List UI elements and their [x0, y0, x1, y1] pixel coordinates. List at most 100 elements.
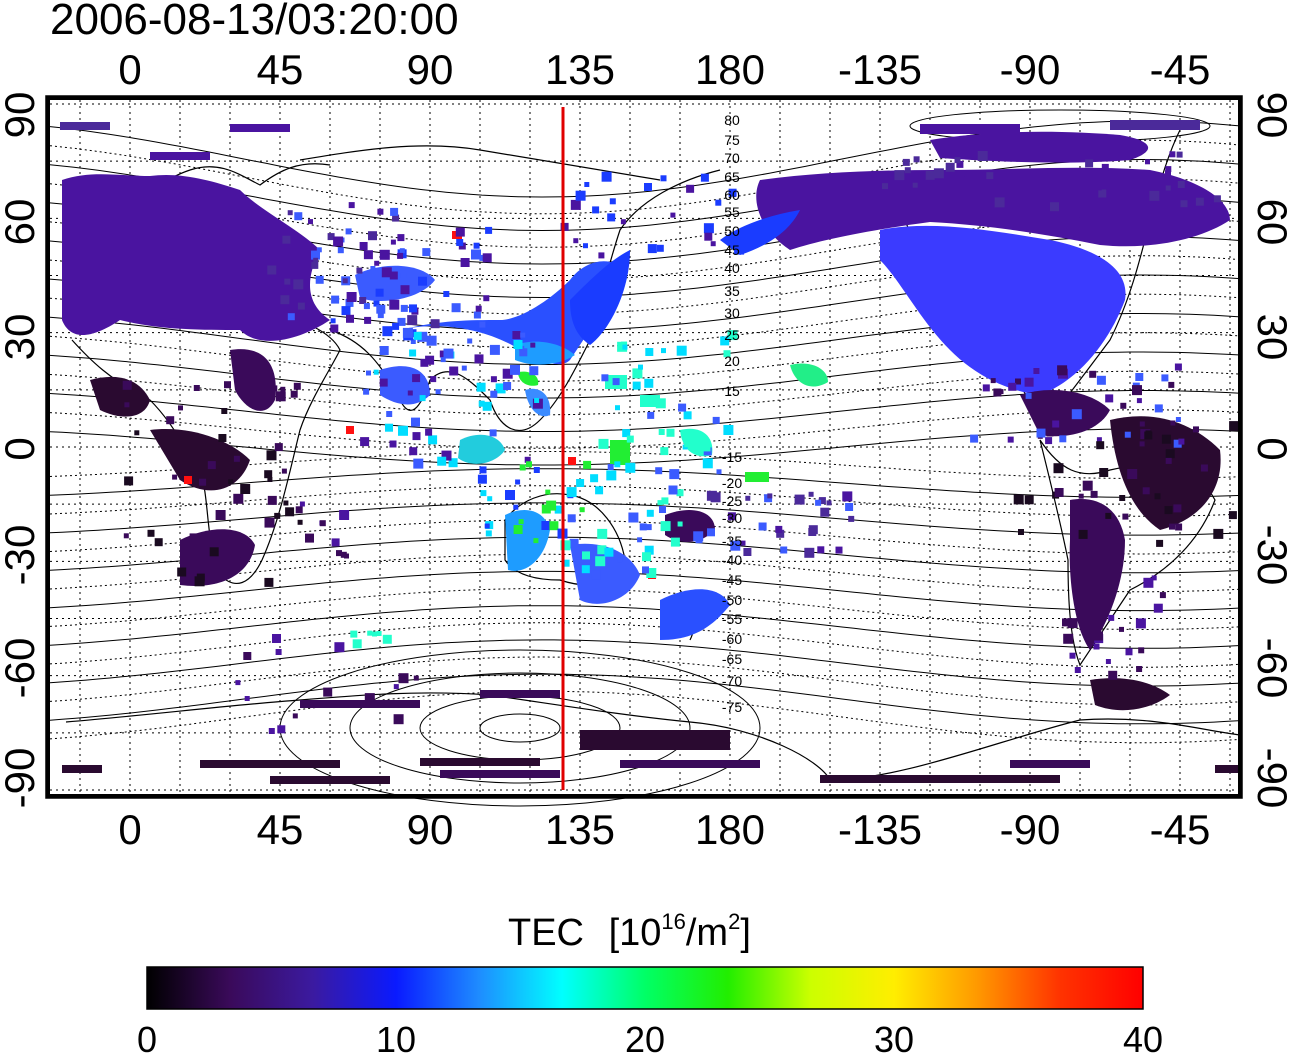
bottom-lon-label: 0: [118, 806, 141, 853]
bottom-lon-label: -135: [838, 806, 922, 853]
colorbar-tick-label: 0: [137, 1019, 157, 1057]
tec-region-antarctic-1: [200, 760, 340, 768]
contour-value-label: 80: [724, 112, 740, 128]
tec-region-antarctic-9: [62, 765, 102, 773]
top-lon-label: 0: [118, 46, 141, 93]
left-lat-label: 60: [0, 199, 43, 246]
contour-value-label: -20: [722, 475, 742, 491]
contour-value-label: 50: [724, 223, 740, 239]
colorbar-label: TEC [1016/m2]: [508, 909, 751, 954]
tec-region-south-america-north: [1110, 416, 1221, 530]
coastline-south-america: [1039, 439, 1216, 667]
tec-region-africa-2: [150, 429, 250, 491]
tec-hotspot-3: [184, 476, 192, 484]
contour-value-label: 45: [724, 242, 740, 258]
tec-region-greenland: [930, 131, 1149, 163]
tec-region-africa: [90, 376, 150, 417]
tec-region-newzealand: [660, 589, 730, 640]
colorbar-tick-label: 10: [376, 1019, 416, 1057]
tec-hotspot-2: [346, 426, 354, 434]
tec-region-antarctic-7: [1010, 760, 1090, 768]
tec-region-hawaii: [790, 363, 828, 387]
left-lat-label: -30: [0, 525, 43, 586]
tec-region-antarctic-12: [480, 690, 560, 698]
tec-region-antarctic-3: [420, 758, 540, 766]
tec-region-arctic-right: [920, 124, 1020, 134]
contour-value-label: 70: [724, 150, 740, 166]
colorbar-tick-label: 40: [1123, 1019, 1163, 1057]
tec-region-antarctic-11: [300, 700, 420, 708]
tec-region-antarctic-4: [440, 770, 560, 778]
right-lat-label: -60: [1249, 638, 1292, 699]
bottom-lon-label: 90: [407, 806, 454, 853]
contour-value-label: 30: [724, 305, 740, 321]
tec-region-antarctic-2: [270, 776, 390, 784]
right-lat-label: -90: [1249, 748, 1292, 809]
bottom-longitude-labels: 0 45 90 135 180 -135 -90 -45: [118, 806, 1210, 853]
right-lat-label: 90: [1249, 92, 1292, 139]
tec-region-japan: [570, 250, 630, 345]
contour-value-label: -65: [722, 651, 742, 667]
colorbar-tick-label: 20: [625, 1019, 665, 1057]
contour-value-label: -75: [722, 699, 742, 715]
left-lat-label: -90: [0, 748, 43, 809]
right-latitude-labels: 90 60 30 0 -30 -60 -90: [1249, 92, 1292, 809]
contour-value-label: -15: [722, 449, 742, 465]
tec-region-arctic-left-2: [230, 124, 290, 132]
top-lon-label: 90: [407, 46, 454, 93]
contour-value-label: -50: [722, 592, 742, 608]
tec-region-east-asia-cyan: [515, 341, 575, 365]
tec-region-central-asia: [355, 265, 435, 301]
bottom-lon-label: -90: [1000, 806, 1061, 853]
frame-edge-bars: [46, 96, 1242, 798]
tec-region-southern-africa: [180, 529, 255, 586]
contour-value-label: 55: [724, 204, 740, 220]
left-lat-label: 90: [0, 92, 43, 139]
tec-region-china: [400, 261, 625, 365]
tec-region-pacific-3: [610, 440, 630, 465]
contour-value-label: 35: [724, 283, 740, 299]
tec-region-north-america: [880, 225, 1126, 395]
tec-region-east-africa: [230, 349, 276, 411]
contour-value-label: 15: [724, 383, 740, 399]
contour-value-label: 40: [724, 260, 740, 276]
contour-value-label: -60: [722, 631, 742, 647]
contour-value-label: 65: [724, 169, 740, 185]
right-lat-label: 60: [1249, 199, 1292, 246]
top-lon-label: 45: [257, 46, 304, 93]
bottom-lon-label: -45: [1150, 806, 1211, 853]
left-lat-label: -60: [0, 638, 43, 699]
tec-hotspot-5: [568, 457, 576, 465]
bottom-lon-label: 135: [545, 806, 615, 853]
tec-region-antarctic-10: [1215, 765, 1240, 773]
left-latitude-labels: 90 60 30 0 -30 -60 -90: [0, 92, 43, 809]
top-lon-label: 180: [695, 46, 765, 93]
tec-region-indonesia: [458, 434, 505, 464]
tec-region-pacific-2: [640, 395, 660, 407]
contour-value-label: -25: [722, 493, 742, 509]
colorbar: [146, 966, 1144, 1010]
left-lat-label: 30: [0, 314, 43, 361]
tec-region-alaska-blue: [720, 210, 800, 255]
colorbar-label-text: TEC [1016/m2]: [508, 909, 751, 954]
bottom-lon-label: 180: [695, 806, 765, 853]
tec-data-patches: [60, 120, 1240, 784]
contour-value-label: 75: [724, 132, 740, 148]
tec-region-antarctic-6: [620, 760, 760, 768]
tec-region-canada: [756, 167, 1230, 250]
tec-region-europe: [62, 174, 330, 341]
tec-region-arctic-left: [60, 122, 110, 130]
right-lat-label: -30: [1249, 525, 1292, 586]
contour-value-label: -55: [722, 611, 742, 627]
tec-region-arctic-left-3: [150, 152, 210, 160]
coastline-siberia: [299, 145, 661, 181]
contour-value-label: -40: [722, 552, 742, 568]
figure-title: 2006-08-13/03:20:00: [50, 0, 459, 44]
tec-region-antarctic-5: [580, 730, 730, 750]
coastline-antarctica: [65, 692, 1241, 781]
tec-region-arctic-right-2: [1110, 120, 1200, 130]
left-lat-label: 0: [0, 437, 43, 460]
